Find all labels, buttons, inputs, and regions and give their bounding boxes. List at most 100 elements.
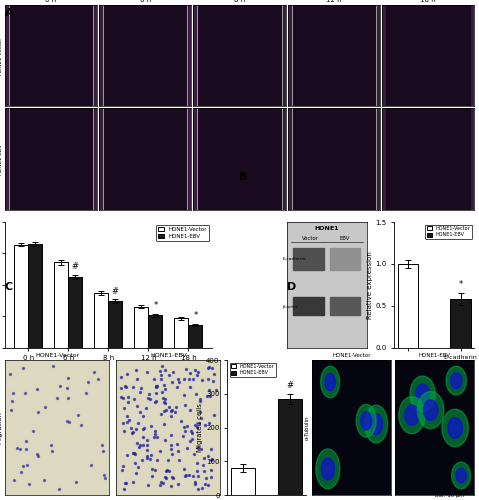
Point [162,406,170,414]
Point [10,476,18,484]
Title: HONE1-Vector: HONE1-Vector [332,354,371,358]
Point [152,398,160,406]
Point [124,370,131,378]
Bar [135,307,148,348]
Point [101,474,108,482]
Title: 0 h: 0 h [46,0,57,3]
Bar [293,298,323,315]
Point [74,411,82,419]
Point [208,455,216,463]
Point [182,472,189,480]
Legend: HONE1-Vector, HONE1-EBV: HONE1-Vector, HONE1-EBV [425,224,472,239]
Point [124,398,131,406]
Point [180,423,188,431]
Point [158,388,165,396]
Point [18,468,25,476]
Point [25,480,33,488]
Point [173,382,181,390]
Point [207,456,215,464]
Point [19,364,27,372]
Point [130,448,137,456]
Point [118,466,125,473]
Point [133,469,140,477]
Point [186,438,194,446]
Polygon shape [320,366,340,398]
Point [161,436,169,444]
Point [161,473,169,481]
Point [193,422,201,430]
Text: HONE1: HONE1 [314,226,339,231]
Bar [231,468,254,495]
Point [151,466,159,474]
Bar [68,277,82,347]
Point [163,466,171,473]
Point [65,418,72,426]
Point [160,407,168,415]
Point [99,446,106,454]
Point [197,414,205,422]
Point [121,382,129,390]
Y-axis label: α-Tubulin: α-Tubulin [305,416,309,440]
Point [204,480,212,488]
Point [171,408,179,416]
Point [119,394,126,402]
Point [159,479,167,487]
Point [148,472,156,480]
Point [191,480,199,488]
Point [152,384,160,392]
Point [40,476,48,484]
Point [182,471,190,479]
Point [169,450,176,458]
Text: *: * [153,301,158,310]
Polygon shape [325,374,335,390]
Point [194,472,202,480]
Point [167,482,175,490]
Point [186,406,194,413]
Y-axis label: Migration: Migration [0,411,2,444]
Point [139,441,147,449]
Point [205,386,213,394]
Point [134,418,142,426]
Text: E-cadherin: E-cadherin [283,257,307,261]
Point [150,434,158,442]
Point [117,372,125,380]
Point [120,485,127,493]
Legend: HONE1-Vector, HONE1-EBV: HONE1-Vector, HONE1-EBV [156,225,209,241]
Title: 12 h: 12 h [326,0,342,3]
Point [143,446,151,454]
Point [178,416,185,424]
Point [130,395,137,403]
Point [147,450,155,458]
Point [133,376,141,384]
Point [19,462,27,470]
Point [167,430,174,438]
Point [147,455,154,463]
Point [185,471,193,479]
Title: 8 h: 8 h [234,0,245,3]
Bar [94,292,108,348]
Point [175,456,183,464]
Y-axis label: Relative expression: Relative expression [367,251,373,319]
Point [129,428,137,436]
Point [187,428,195,436]
Point [183,422,191,430]
Point [202,474,209,482]
Point [152,388,160,396]
Y-axis label: Migrated cells: Migrated cells [197,403,203,452]
Point [30,426,37,434]
Point [147,395,154,403]
Point [120,426,128,434]
Point [136,388,143,396]
Point [194,484,202,492]
Point [189,472,196,480]
Text: A: A [5,8,13,18]
Point [143,454,151,462]
Point [157,481,164,489]
Point [201,480,208,488]
Point [188,436,195,444]
Point [158,362,165,370]
Point [195,419,203,427]
Point [194,368,202,376]
Bar [330,248,360,270]
Point [156,447,164,455]
